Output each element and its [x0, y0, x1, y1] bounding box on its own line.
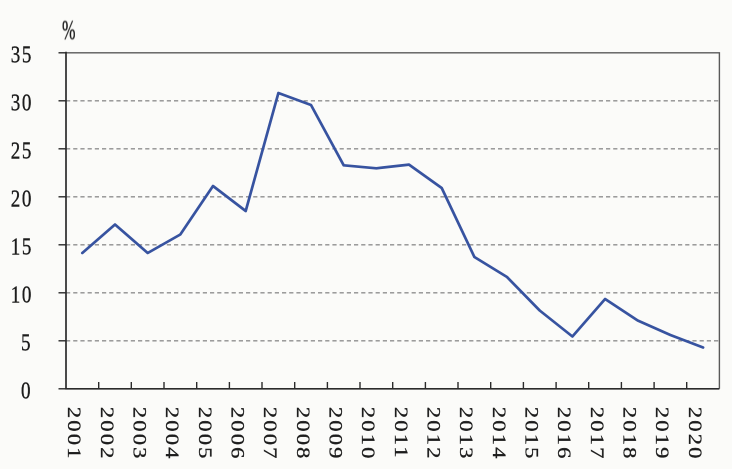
svg-text:35: 35	[11, 40, 33, 68]
svg-text:2011: 2011	[390, 407, 412, 460]
svg-text:%: %	[62, 14, 76, 45]
svg-text:2008: 2008	[292, 407, 314, 461]
svg-text:2004: 2004	[162, 407, 184, 461]
svg-text:2020: 2020	[684, 407, 706, 461]
svg-text:2013: 2013	[456, 407, 478, 461]
svg-text:2012: 2012	[423, 407, 445, 461]
svg-text:2006: 2006	[227, 407, 249, 461]
svg-text:2003: 2003	[129, 407, 151, 461]
svg-text:2007: 2007	[260, 407, 282, 461]
svg-text:20: 20	[11, 184, 33, 212]
svg-text:0: 0	[21, 376, 32, 404]
svg-text:2019: 2019	[652, 407, 674, 461]
svg-text:2009: 2009	[325, 407, 347, 461]
svg-text:2005: 2005	[194, 407, 216, 461]
svg-text:2001: 2001	[64, 407, 86, 461]
svg-text:2016: 2016	[554, 407, 576, 461]
svg-text:10: 10	[11, 280, 33, 308]
svg-text:2002: 2002	[96, 407, 118, 461]
svg-text:30: 30	[11, 88, 33, 116]
svg-text:2018: 2018	[619, 407, 641, 461]
svg-text:2017: 2017	[586, 407, 608, 461]
svg-text:25: 25	[11, 136, 33, 164]
svg-text:2015: 2015	[521, 407, 543, 461]
svg-text:5: 5	[21, 328, 32, 356]
svg-text:15: 15	[11, 232, 33, 260]
svg-text:2014: 2014	[488, 407, 510, 461]
svg-text:2010: 2010	[358, 407, 380, 461]
